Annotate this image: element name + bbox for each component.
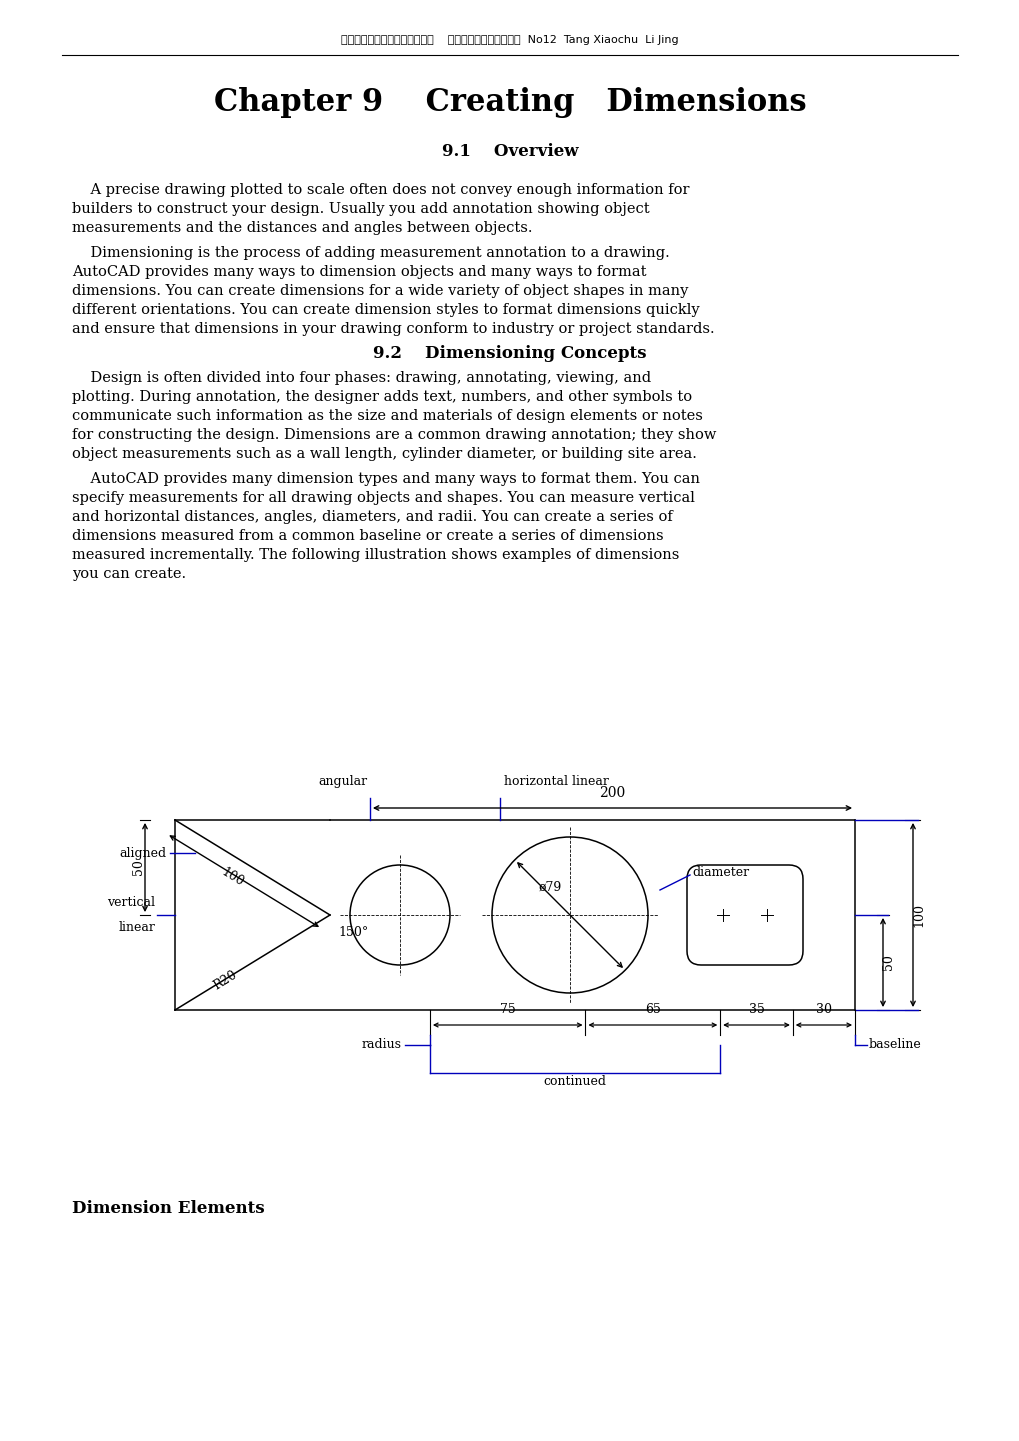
Text: AutoCAD provides many ways to dimension objects and many ways to format: AutoCAD provides many ways to dimension … [72,265,646,280]
Text: Dimension Elements: Dimension Elements [72,1200,264,1218]
Text: specify measurements for all drawing objects and shapes. You can measure vertica: specify measurements for all drawing obj… [72,491,694,504]
Text: dimensions. You can create dimensions for a wide variety of object shapes in man: dimensions. You can create dimensions fo… [72,284,688,298]
Text: and ensure that dimensions in your drawing conform to industry or project standa: and ensure that dimensions in your drawi… [72,321,714,336]
Text: AutoCAD provides many dimension types and many ways to format them. You can: AutoCAD provides many dimension types an… [72,473,699,486]
Text: dimensions measured from a common baseline or create a series of dimensions: dimensions measured from a common baseli… [72,529,663,543]
Text: different orientations. You can create dimension styles to format dimensions qui: different orientations. You can create d… [72,303,699,317]
Text: radius: radius [362,1039,401,1052]
Text: 50: 50 [881,954,895,970]
Text: angular: angular [319,775,368,788]
Text: 35: 35 [748,1003,763,1016]
Text: 150°: 150° [337,927,368,940]
Text: continued: continued [543,1075,606,1088]
Text: Chapter 9    Creating   Dimensions: Chapter 9 Creating Dimensions [213,88,806,118]
Text: for constructing the design. Dimensions are a common drawing annotation; they sh: for constructing the design. Dimensions … [72,428,715,442]
Text: 9.1    Overview: 9.1 Overview [441,144,578,160]
Text: measurements and the distances and angles between objects.: measurements and the distances and angle… [72,220,532,235]
Text: object measurements such as a wall length, cylinder diameter, or building site a: object measurements such as a wall lengt… [72,447,696,461]
Text: Design is often divided into four phases: drawing, annotating, viewing, and: Design is often divided into four phases… [72,370,650,385]
Text: 75: 75 [499,1003,516,1016]
Text: 100: 100 [912,904,924,927]
Text: you can create.: you can create. [72,566,185,581]
Text: baseline: baseline [868,1039,921,1052]
Text: plotting. During annotation, the designer adds text, numbers, and other symbols : plotting. During annotation, the designe… [72,391,692,403]
Text: Dimensioning is the process of adding measurement annotation to a drawing.: Dimensioning is the process of adding me… [72,246,669,259]
Text: 200: 200 [599,785,625,800]
Text: linear: linear [118,921,155,934]
Text: builders to construct your design. Usually you add annotation showing object: builders to construct your design. Usual… [72,202,649,216]
Text: 100: 100 [218,866,246,889]
Text: ø79: ø79 [538,880,561,893]
Text: 50: 50 [132,859,146,875]
Text: communicate such information as the size and materials of design elements or not: communicate such information as the size… [72,409,702,424]
Text: horizontal linear: horizontal linear [503,775,608,788]
Text: diameter: diameter [691,866,748,879]
Text: A precise drawing plotted to scale often does not convey enough information for: A precise drawing plotted to scale often… [72,183,689,197]
Text: 辽宁石油化工大学机械工程学院    计算机绘图双语教学讲义  No12  Tang Xiaochu  Li Jing: 辽宁石油化工大学机械工程学院 计算机绘图双语教学讲义 No12 Tang Xia… [340,35,679,45]
Text: and horizontal distances, angles, diameters, and radii. You can create a series : and horizontal distances, angles, diamet… [72,510,673,525]
Text: vertical: vertical [107,896,155,909]
Text: R20: R20 [211,968,239,993]
Text: measured incrementally. The following illustration shows examples of dimensions: measured incrementally. The following il… [72,548,679,562]
Text: 65: 65 [644,1003,660,1016]
Text: aligned: aligned [120,846,167,859]
Text: 30: 30 [815,1003,832,1016]
Text: 9.2    Dimensioning Concepts: 9.2 Dimensioning Concepts [373,344,646,362]
